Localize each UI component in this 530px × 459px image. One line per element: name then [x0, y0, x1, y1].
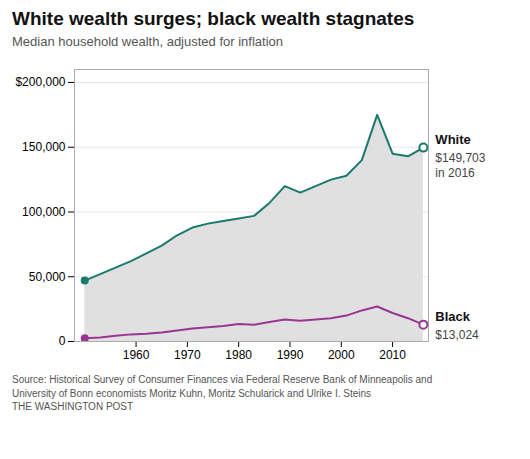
svg-text:100,000: 100,000 [22, 205, 66, 219]
svg-text:$200,000: $200,000 [15, 75, 65, 89]
svg-text:1990: 1990 [277, 348, 304, 362]
svg-text:2000: 2000 [328, 348, 355, 362]
svg-text:0: 0 [59, 334, 66, 348]
svg-text:1980: 1980 [225, 348, 252, 362]
svg-text:50,000: 50,000 [29, 270, 66, 284]
svg-text:1970: 1970 [174, 348, 201, 362]
html-text:White wealth surges; black wea: White wealth surges; black wealth stagna… [12, 8, 415, 29]
svg-text:$13,024: $13,024 [435, 328, 479, 342]
html-text:Median household wealth, adjus: Median household wealth, adjusted for in… [12, 34, 283, 49]
html-text:Source: Historical Survey of C: Source: Historical Survey of Consumer Fi… [12, 374, 433, 412]
svg-text:2010: 2010 [379, 348, 406, 362]
svg-text:White: White [435, 132, 470, 147]
svg-text:Black: Black [435, 309, 470, 324]
svg-text:1960: 1960 [123, 348, 150, 362]
svg-text:$149,703in 2016: $149,703in 2016 [435, 151, 485, 181]
svg-text:150,000: 150,000 [22, 140, 66, 154]
